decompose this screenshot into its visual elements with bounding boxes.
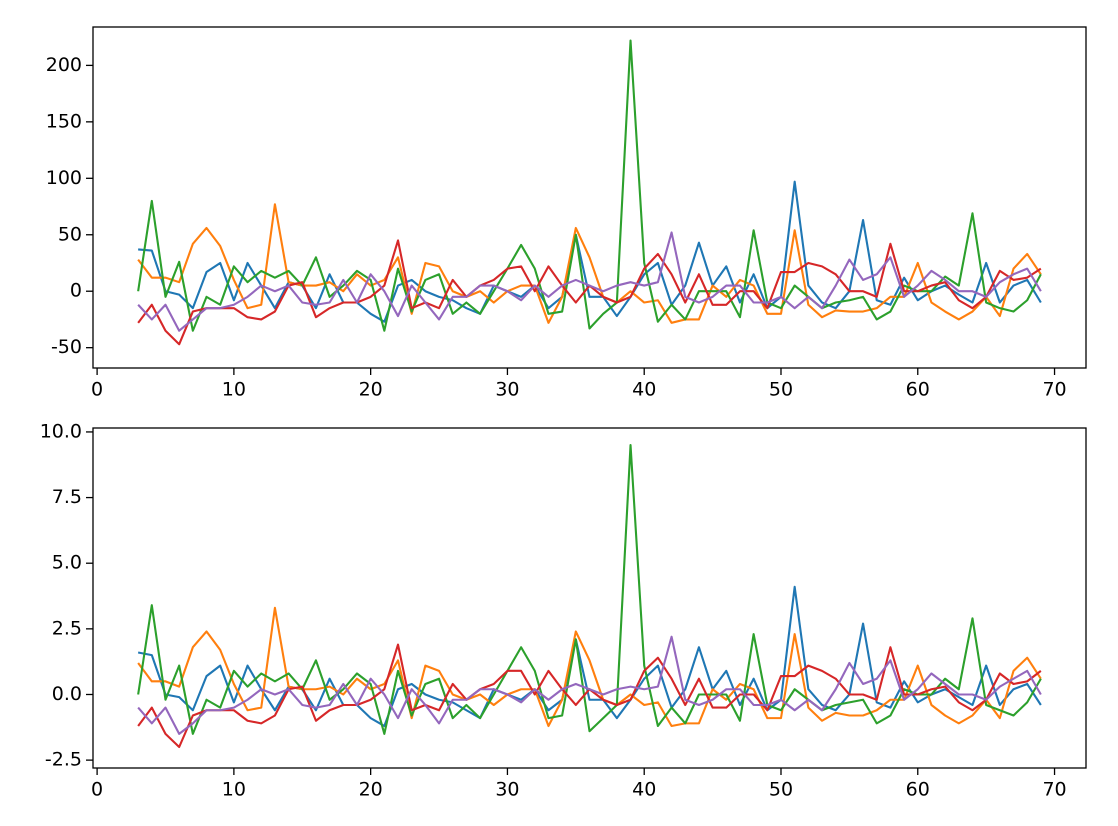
axes-frame (92, 427, 1087, 769)
series-line (137, 585, 1042, 728)
y-tick-label: -2.5 (45, 749, 82, 771)
x-tick-label: 60 (906, 779, 930, 801)
y-tick-label: 2.5 (52, 617, 82, 639)
y-tick-label: 200 (46, 54, 82, 76)
x-tick-label: 40 (632, 379, 656, 401)
y-tick-label: 5.0 (52, 552, 82, 574)
y-tick-label: 100 (46, 167, 82, 189)
series-line (137, 39, 1042, 332)
x-tick-label: 50 (769, 379, 793, 401)
y-tick-label: 0.0 (52, 683, 82, 705)
x-tick-label: 40 (632, 779, 656, 801)
x-tick-label: 20 (359, 379, 383, 401)
x-tick-label: 0 (91, 779, 103, 801)
x-tick-label: 50 (769, 779, 793, 801)
x-tick-label: 30 (495, 379, 519, 401)
series-line (137, 231, 1042, 332)
y-tick-label: 150 (46, 110, 82, 132)
series-line (137, 444, 1042, 735)
x-tick-label: 0 (91, 379, 103, 401)
series-line (137, 203, 1042, 324)
y-tick-label: 10.0 (40, 420, 82, 442)
y-tick-label: 7.5 (52, 486, 82, 508)
series-line (138, 180, 1042, 323)
x-tick-label: 20 (359, 779, 383, 801)
y-tick-label: 50 (58, 223, 82, 245)
axes-frame (92, 26, 1087, 369)
x-tick-label: 30 (495, 779, 519, 801)
series-line (137, 606, 1042, 728)
x-tick-label: 10 (222, 379, 246, 401)
x-tick-label: 10 (222, 779, 246, 801)
y-tick-label: -50 (51, 336, 82, 358)
x-tick-label: 70 (1042, 379, 1066, 401)
y-tick-label: 0 (70, 280, 82, 302)
x-tick-label: 70 (1042, 779, 1066, 801)
x-tick-label: 60 (906, 379, 930, 401)
series-line (137, 635, 1042, 735)
